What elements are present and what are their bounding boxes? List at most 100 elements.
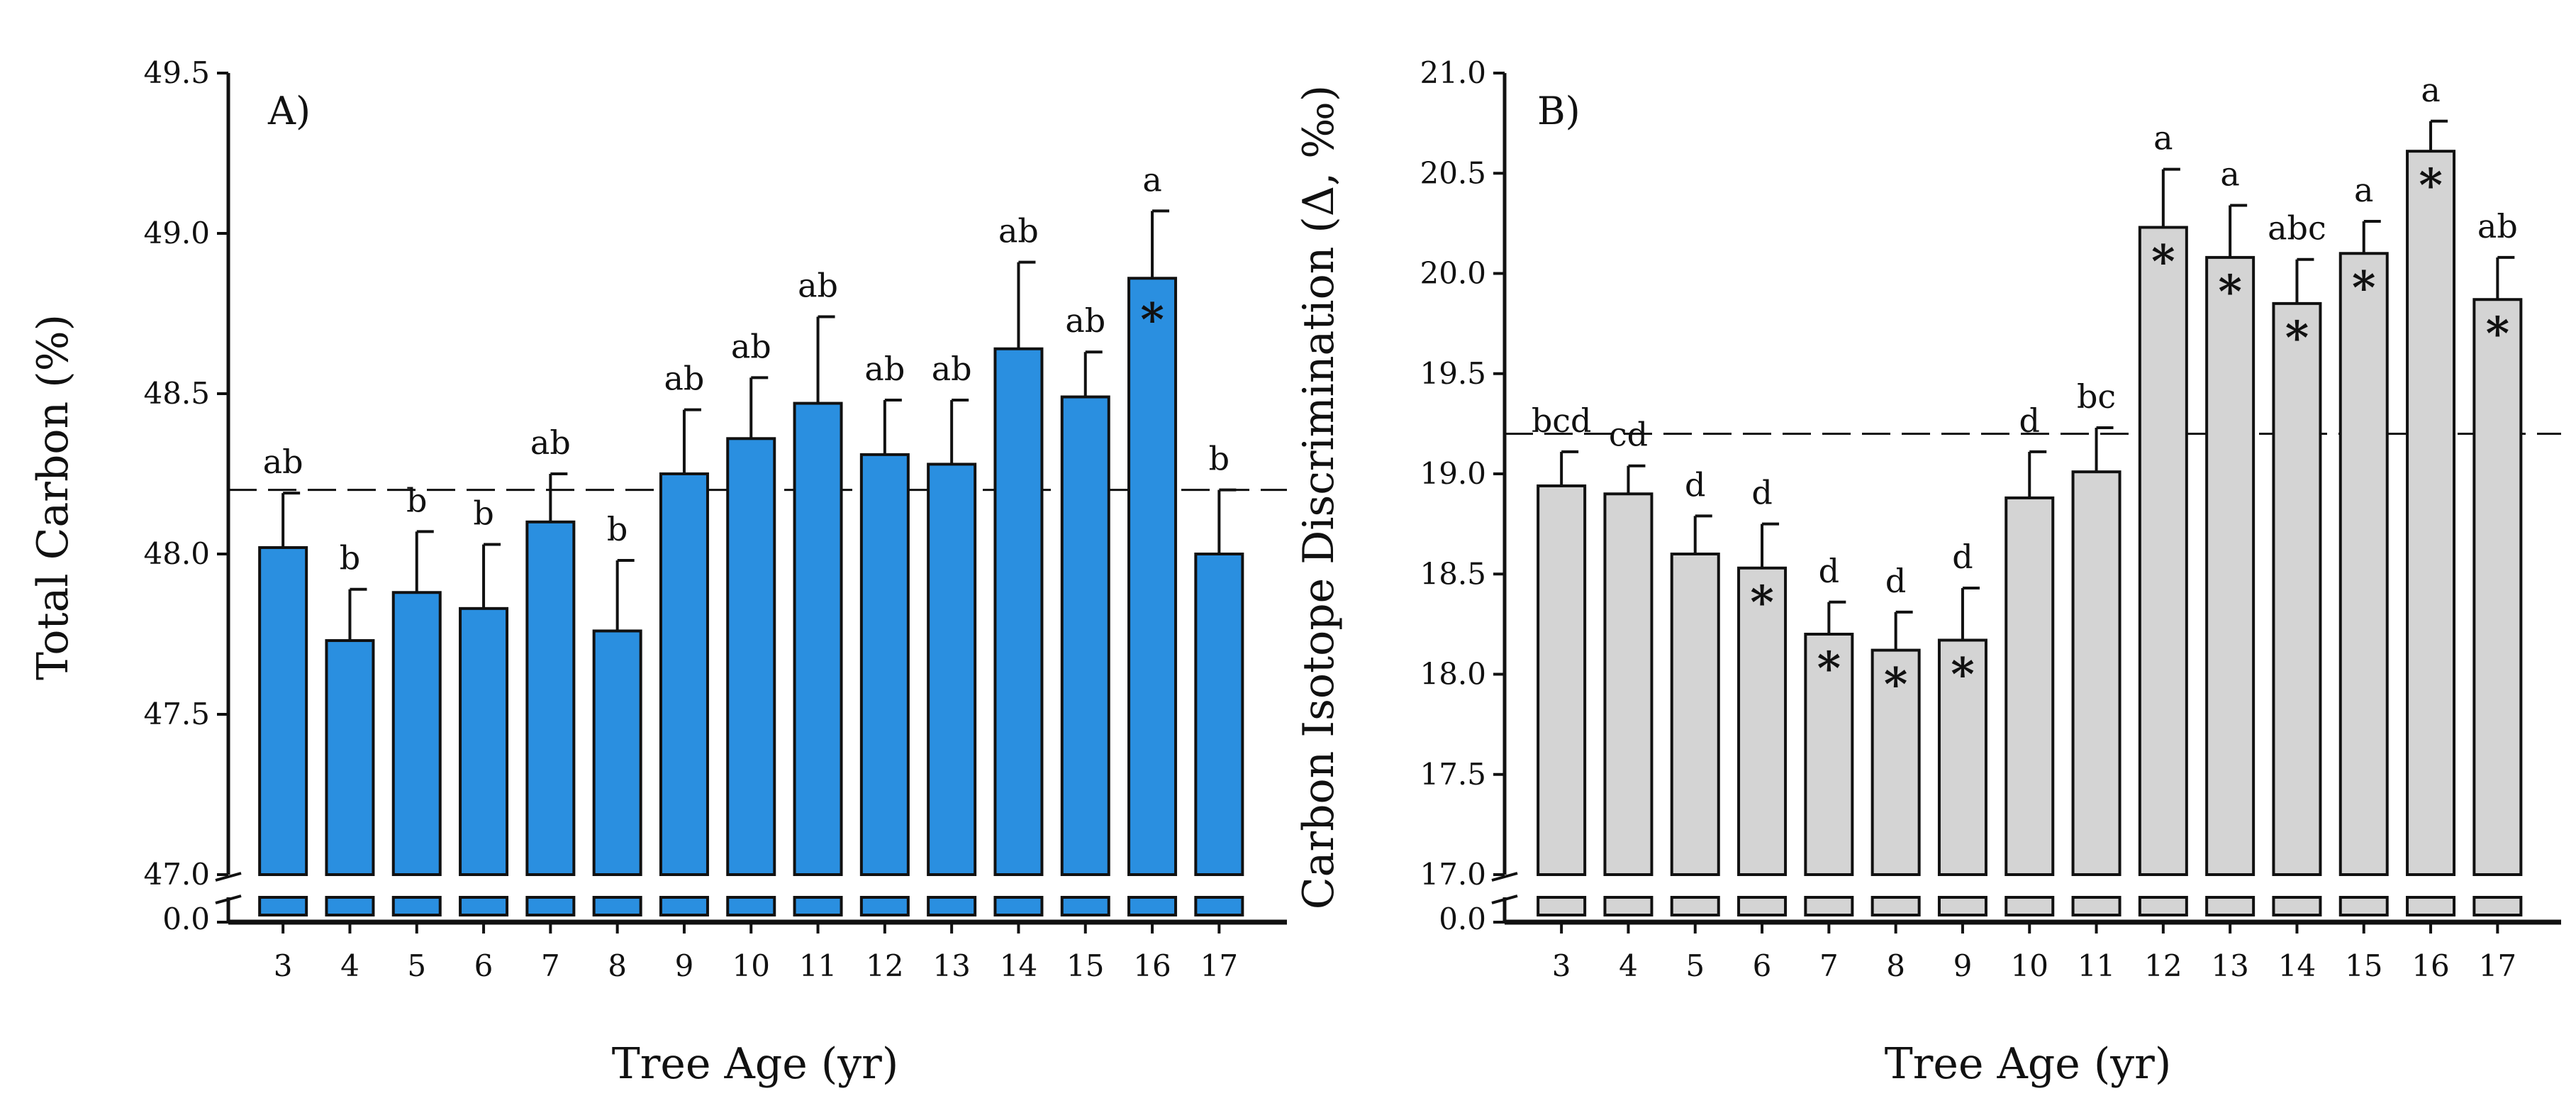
bar-age-10 — [2005, 496, 2055, 876]
significance-letter: d — [1751, 474, 1772, 512]
significance-star: * — [1750, 576, 1773, 629]
bar-age-4 — [1603, 492, 1654, 876]
bar-stub-age-9 — [1937, 896, 1987, 916]
bar-stub-age-6 — [459, 896, 509, 916]
bar-age-7 — [525, 520, 576, 876]
y-tick-label: 47.0 — [143, 857, 210, 892]
x-tick-label: 5 — [1685, 948, 1705, 983]
x-tick-label: 17 — [2479, 948, 2516, 983]
x-tick-label: 14 — [1000, 948, 1037, 983]
significance-letter: cd — [1609, 416, 1648, 454]
bar-age-6 — [459, 606, 509, 877]
bar-age-11 — [793, 401, 843, 876]
significance-letter: a — [2421, 71, 2440, 109]
bar-age-15 — [2338, 252, 2389, 876]
significance-letter: ab — [731, 327, 771, 365]
x-tick-label: 11 — [799, 948, 837, 983]
y-tick-label-low: 0.0 — [1439, 902, 1486, 936]
x-tick-label: 15 — [2345, 948, 2382, 983]
bar-stub-age-12 — [859, 896, 910, 916]
bar-age-5 — [391, 591, 442, 876]
bar-stub-age-8 — [592, 896, 642, 916]
significance-star: * — [2218, 265, 2241, 318]
x-tick-label: 3 — [1552, 948, 1571, 983]
x-tick-label: 13 — [2211, 948, 2248, 983]
bar-age-8 — [592, 629, 642, 876]
bar-age-5 — [1670, 553, 1720, 876]
bar-stub-age-8 — [1870, 896, 1921, 916]
significance-letter: ab — [263, 443, 303, 481]
significance-letter: d — [1885, 562, 1906, 600]
bar-age-10 — [726, 437, 776, 876]
bar-age-3 — [1537, 484, 1587, 876]
x-tick-label: 12 — [2144, 948, 2182, 983]
x-tick-label: 13 — [932, 948, 970, 983]
bar-age-14 — [993, 347, 1044, 877]
x-axis-title: Tree Age (yr) — [1885, 1039, 2172, 1089]
significance-letter: ab — [2477, 207, 2518, 245]
x-tick-label: 17 — [1200, 948, 1238, 983]
significance-letter: b — [340, 539, 360, 577]
y-tick-label: 48.0 — [143, 536, 210, 571]
bar-age-13 — [2205, 255, 2256, 876]
bar-stub-age-11 — [793, 896, 843, 916]
bar-age-11 — [2071, 470, 2121, 876]
significance-letter: ab — [932, 350, 972, 388]
bar-age-14 — [2272, 301, 2322, 876]
x-tick-label: 12 — [866, 948, 903, 983]
x-tick-label: 10 — [732, 948, 770, 983]
significance-letter: d — [1952, 538, 1973, 576]
significance-letter: a — [2354, 171, 2373, 209]
x-tick-label: 11 — [2078, 948, 2115, 983]
y-tick-label: 49.5 — [143, 55, 210, 90]
y-tick-label: 49.0 — [143, 216, 210, 250]
x-tick-label: 4 — [1619, 948, 1638, 983]
significance-star: * — [2419, 159, 2442, 212]
panel-label: B) — [1537, 89, 1580, 133]
bar-stub-age-9 — [659, 896, 709, 916]
bar-age-12 — [859, 453, 910, 876]
bar-age-16 — [2406, 150, 2456, 877]
bar-stub-age-16 — [2406, 896, 2456, 916]
significance-letter: ab — [864, 350, 905, 388]
panel-label: A) — [267, 89, 311, 133]
significance-letter: b — [607, 510, 628, 548]
significance-letter: d — [2019, 401, 2040, 440]
y-axis-title: Carbon Isotope Discrimination (Δ, ‰) — [1294, 85, 1344, 909]
y-tick-label: 48.5 — [143, 376, 210, 411]
y-tick-label: 20.0 — [1420, 256, 1486, 291]
y-tick-label: 19.0 — [1420, 456, 1486, 491]
bar-stub-age-7 — [1804, 896, 1854, 916]
significance-star: * — [1140, 293, 1164, 346]
y-tick-label: 21.0 — [1420, 55, 1486, 90]
panel-b-isotope-discrimination: 17.0 17.5 18.0 18.5 19.0 19.5 20.0 20.5 21.0 0.0 b… — [1294, 55, 2561, 1089]
x-tick-label: 7 — [541, 948, 560, 983]
bar-age-6 — [1737, 566, 1788, 877]
x-tick-label: 8 — [1886, 948, 1905, 983]
y-tick-label: 17.0 — [1420, 857, 1486, 892]
bar-stub-age-10 — [726, 896, 776, 916]
bar-stub-age-3 — [258, 896, 308, 916]
bar-stub-age-3 — [1537, 896, 1587, 916]
significance-letter: bc — [2077, 377, 2116, 416]
x-axis-title: Tree Age (yr) — [612, 1039, 899, 1089]
bar-stub-age-5 — [391, 896, 442, 916]
significance-letter: a — [1142, 160, 1161, 199]
x-tick-label: 15 — [1066, 948, 1104, 983]
bar-stub-age-14 — [2272, 896, 2322, 916]
bar-age-4 — [325, 639, 375, 876]
significance-star: * — [2352, 261, 2375, 314]
x-tick-label: 6 — [1753, 948, 1772, 983]
x-tick-label: 10 — [2011, 948, 2048, 983]
significance-letter: a — [2153, 119, 2173, 157]
bar-age-12 — [2138, 226, 2188, 876]
bar-stub-age-13 — [2205, 896, 2256, 916]
bar-stub-age-5 — [1670, 896, 1720, 916]
significance-star: * — [1817, 642, 1841, 695]
y-tick-label: 18.5 — [1420, 556, 1486, 591]
y-tick-label-low: 0.0 — [162, 902, 210, 936]
x-tick-label: 16 — [2411, 948, 2449, 983]
x-tick-label: 14 — [2278, 948, 2316, 983]
x-tick-label: 6 — [474, 948, 494, 983]
